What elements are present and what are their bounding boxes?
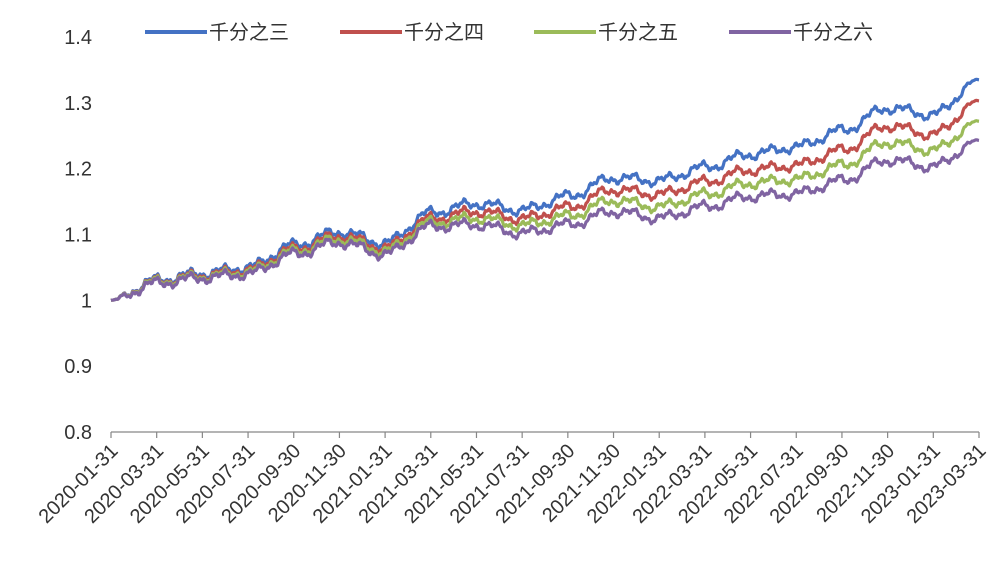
y-tick-label: 1.1 — [64, 225, 92, 247]
series-lines — [110, 77, 980, 302]
legend-label-3: 千分之五 — [598, 20, 678, 44]
y-tick-label: 0.9 — [64, 356, 92, 378]
legend: 千分之三 千分之四 千分之五 千分之六 — [145, 20, 873, 44]
y-tick-label: 1.2 — [64, 159, 92, 181]
series-line-4 — [110, 138, 980, 302]
y-tick-label: 1 — [81, 290, 92, 312]
y-tick-label: 1.3 — [64, 93, 92, 115]
series-line-1 — [110, 77, 980, 302]
y-tick-label: 0.8 — [64, 422, 92, 444]
legend-label-4: 千分之六 — [793, 20, 873, 44]
legend-label-1: 千分之三 — [209, 20, 289, 44]
legend-label-2: 千分之四 — [404, 20, 484, 44]
y-tick-label: 1.4 — [64, 27, 92, 49]
